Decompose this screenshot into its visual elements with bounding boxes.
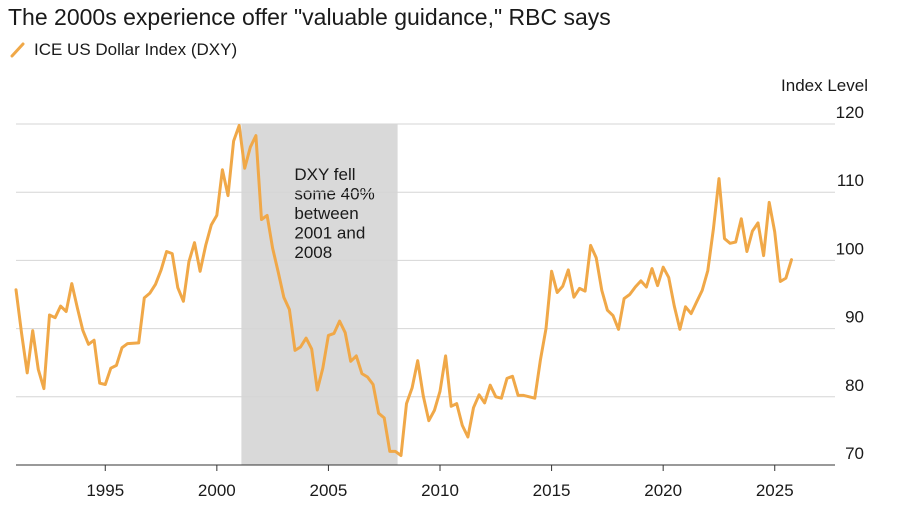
annotation-line: 2001 and <box>294 224 365 243</box>
x-tick-label: 2020 <box>644 481 682 500</box>
x-tick-label: 2010 <box>421 481 459 500</box>
y-tick-label: 120 <box>836 103 864 122</box>
y-tick-label: 100 <box>836 239 864 258</box>
annotation-line: between <box>294 204 358 223</box>
legend-line-icon <box>10 42 25 58</box>
y-tick-label: 110 <box>837 171 864 190</box>
x-tick-label: 1995 <box>86 481 124 500</box>
series-line <box>14 123 793 457</box>
y-axis-label: Index Level <box>781 76 868 95</box>
y-tick-label: 90 <box>845 308 864 327</box>
x-tick-label: 2015 <box>533 481 571 500</box>
legend-label: ICE US Dollar Index (DXY) <box>34 40 238 59</box>
x-tick-label: 2000 <box>198 481 236 500</box>
annotation-line: some 40% <box>294 185 374 204</box>
chart-title: The 2000s experience offer "valuable gui… <box>8 4 611 30</box>
annotation-line: 2008 <box>294 243 332 262</box>
y-tick-label: 70 <box>845 444 864 463</box>
x-tick-label: 2005 <box>310 481 348 500</box>
y-tick-label: 80 <box>845 376 864 395</box>
annotation-line: DXY fell <box>294 165 355 184</box>
x-tick-label: 2025 <box>756 481 794 500</box>
shaded-region <box>241 124 398 465</box>
legend: ICE US Dollar Index (DXY) <box>10 40 237 60</box>
